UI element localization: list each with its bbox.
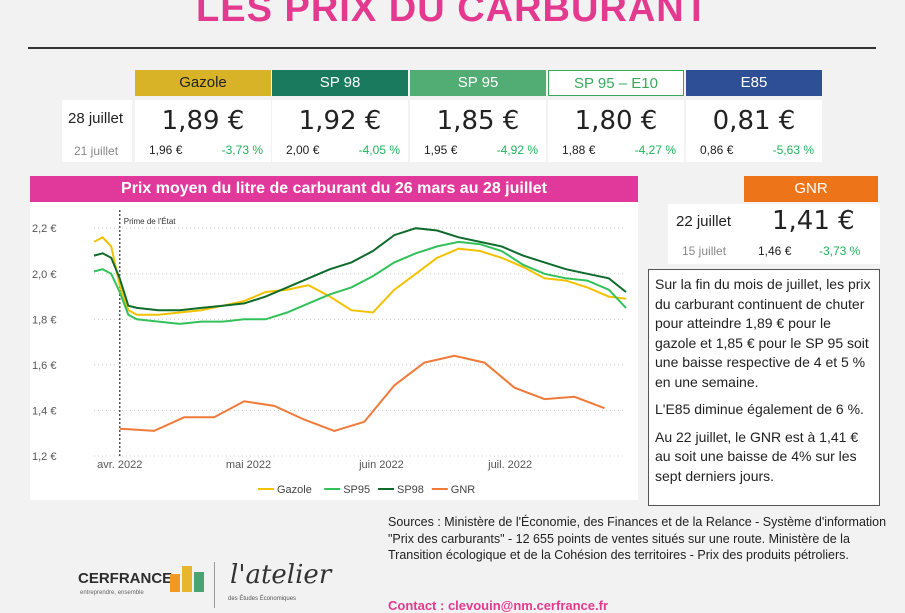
fuel-header-sp95: SP 95	[410, 70, 546, 96]
legend-label-gnr: GNR	[451, 484, 476, 496]
gnr-panel: 22 juillet 15 juillet 1,41 € 1,46 € -3,7…	[668, 204, 880, 264]
fuel-price-e85: 0,81 €	[712, 106, 796, 136]
chart-title: Prix moyen du litre de carburant du 26 m…	[30, 176, 638, 202]
fuel-price-e10: 1,80 €	[574, 106, 658, 136]
previous-date: 21 juillet	[74, 144, 119, 158]
description-paragraph-2: L'E85 diminue également de 6 %.	[655, 401, 864, 417]
sources-text: Sources : Ministère de l'Économie, des F…	[388, 515, 887, 562]
series-line-gazole	[93, 236, 627, 316]
legend-label-sp95: SP95	[343, 484, 370, 496]
fuel-header-e10: SP 95 – E10	[548, 70, 684, 96]
fuel-price-gazole: 1,89 €	[161, 106, 245, 136]
fuel-header-sp98: SP 98	[272, 70, 408, 96]
date-column: 28 juillet 21 juillet	[62, 100, 132, 162]
price-line-chart: 1,2 € 1,4 € 1,6 € 1,8 € 2,0 € 2,2 € avr. 2022 m…	[32, 210, 627, 496]
fuel-cell-e10: 1,80 € 1,88 € -4,27 %	[548, 100, 684, 162]
atelier-wordmark: l'atelier	[230, 560, 332, 590]
fuel-previous-gazole: 1,96 €	[149, 143, 183, 157]
series-line-sp98	[93, 227, 627, 312]
fuel-cell-sp95: 1,85 € 1,95 € -4,92 %	[410, 100, 546, 162]
fuel-price-sp95: 1,85 €	[436, 106, 520, 136]
gnr-previous-date: 15 juillet	[682, 244, 727, 258]
atelier-subtitle: des Études Économiques	[228, 596, 297, 602]
description-paragraph-1: Sur la fin du mois de juillet, les prix …	[655, 276, 871, 390]
fuel-change-e85: -5,63 %	[772, 143, 814, 157]
fuel-previous-sp98: 2,00 €	[286, 143, 320, 157]
description-paragraph-3: Au 22 juillet, le GNR est à 1,41 € au so…	[655, 428, 859, 484]
fuel-previous-e85: 0,86 €	[700, 143, 734, 157]
chart-panel: 1,2 € 1,4 € 1,6 € 1,8 € 2,0 € 2,2 € avr. 2022 m…	[30, 202, 638, 500]
y-tick-label: 2,0 €	[32, 269, 56, 281]
logo-divider	[214, 562, 215, 608]
fuel-previous-sp95: 1,95 €	[424, 143, 458, 157]
annotation-label: Prime de l'État	[124, 217, 177, 226]
fuel-cell-e85: 0,81 € 0,86 € -5,63 %	[686, 100, 822, 162]
fuel-change-sp95: -4,92 %	[496, 143, 538, 157]
fuel-change-sp98: -4,05 %	[358, 143, 400, 157]
fuel-header-e85: E85	[686, 70, 822, 96]
series-line-gnr	[119, 354, 605, 432]
y-tick-label: 1,6 €	[32, 360, 56, 372]
fuel-header-gazole: Gazole	[135, 70, 271, 96]
contact-link[interactable]: Contact : clevouin@nm.cerfrance.fr	[388, 598, 609, 613]
cerfrance-logo: CERFRANCE entreprendre, ensemble	[78, 558, 218, 608]
atelier-logo: l'atelier des Études Économiques	[224, 558, 334, 608]
fuel-previous-e10: 1,88 €	[562, 143, 596, 157]
fuel-change-gazole: -3,73 %	[221, 143, 263, 157]
page-title: LES PRIX DU CARBURANT	[196, 0, 709, 30]
fuel-change-e10: -4,27 %	[634, 143, 676, 157]
gnr-change: -3,73 %	[819, 244, 861, 258]
title-divider	[28, 47, 876, 49]
fuel-cell-sp98: 1,92 € 2,00 € -4,05 %	[272, 100, 408, 162]
y-tick-label: 1,8 €	[32, 314, 56, 326]
cerfrance-wordmark: CERFRANCE	[78, 570, 173, 587]
x-tick-label: juil. 2022	[487, 459, 532, 471]
cerfrance-tagline: entreprendre, ensemble	[80, 590, 144, 596]
x-tick-label: juin 2022	[358, 459, 404, 471]
y-tick-label: 1,4 €	[32, 405, 56, 417]
x-tick-label: avr. 2022	[97, 459, 142, 471]
current-date: 28 juillet	[68, 110, 124, 127]
legend-label-gazole: Gazole	[277, 484, 312, 496]
fuel-cell-gazole: 1,89 € 1,96 € -3,73 %	[135, 100, 271, 162]
gnr-previous-price: 1,46 €	[758, 244, 792, 258]
description-box: Sur la fin du mois de juillet, les prix …	[648, 269, 880, 506]
series-line-sp95	[93, 240, 627, 325]
gnr-header: GNR	[744, 176, 878, 202]
y-tick-label: 1,2 €	[32, 451, 56, 463]
gnr-price: 1,41 €	[772, 206, 855, 236]
gnr-current-date: 22 juillet	[676, 213, 732, 230]
legend-label-sp98: SP98	[397, 484, 424, 496]
x-tick-label: mai 2022	[226, 459, 271, 471]
fuel-price-sp98: 1,92 €	[298, 106, 382, 136]
cerfrance-mark-icon	[170, 566, 204, 592]
y-tick-label: 2,2 €	[32, 223, 56, 235]
